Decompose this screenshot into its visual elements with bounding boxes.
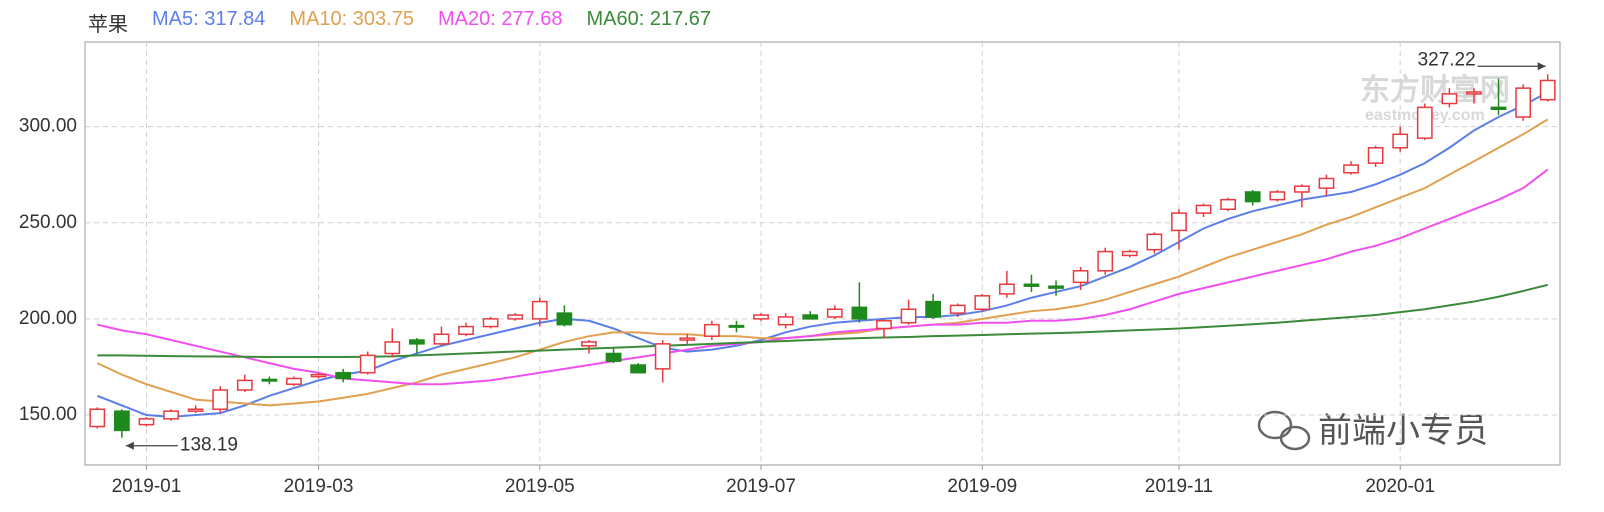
watermark: 前端小专员 — [1318, 412, 1488, 450]
candle-body — [335, 371, 352, 380]
candle-body — [359, 354, 376, 374]
candle-body — [1441, 93, 1458, 105]
x-tick-label: 2019-07 — [726, 476, 796, 497]
legend-item: MA20: 277.68 — [437, 8, 563, 30]
annotation-label: 138.19 — [180, 435, 238, 456]
candle-body — [753, 314, 769, 320]
candle-body — [310, 373, 327, 378]
candle-body — [630, 364, 647, 374]
candle-body — [261, 378, 278, 382]
candle-body — [1195, 204, 1212, 214]
ma-line — [96, 118, 1549, 407]
candle-body — [728, 324, 745, 328]
candle-body — [1121, 250, 1138, 257]
candle-body — [163, 410, 179, 420]
candle-body — [826, 308, 843, 318]
candle-body — [900, 308, 917, 324]
candle-body — [1539, 79, 1556, 101]
candle-body — [1072, 270, 1089, 284]
ma-line — [96, 91, 1549, 418]
candle-body — [113, 410, 130, 432]
annotation-arrowhead — [125, 441, 134, 450]
candle-body — [1293, 185, 1310, 193]
candle-body — [1367, 147, 1384, 164]
legend-item: MA5: 317.84 — [152, 8, 266, 30]
candle-body — [1515, 87, 1532, 118]
wechat-icon — [1257, 410, 1311, 451]
candle-body — [138, 418, 155, 426]
candle-body — [482, 318, 499, 328]
plot-frame — [84, 41, 1561, 466]
x-tick-label: 2019-01 — [112, 476, 182, 497]
y-tick-label: 300.00 — [19, 116, 77, 137]
candle-body — [605, 352, 622, 362]
x-tick-label: 2019-11 — [1145, 476, 1213, 497]
candle-body — [703, 323, 720, 337]
candle-body — [1097, 250, 1114, 272]
y-tick-label: 250.00 — [19, 212, 77, 233]
candle-body — [581, 341, 597, 347]
candle-body — [408, 339, 425, 345]
candle-body — [236, 379, 253, 391]
annotation-arrowhead — [1537, 62, 1546, 71]
candle-body — [802, 314, 819, 320]
candle-body — [1392, 133, 1409, 149]
candle-body — [851, 306, 868, 320]
annotation-label: 327.22 — [1418, 49, 1476, 70]
candle-body — [556, 312, 573, 326]
candle-body — [654, 343, 671, 370]
candle-body — [1466, 91, 1482, 95]
candle-body — [1490, 106, 1507, 111]
candle-body — [1146, 233, 1163, 251]
candle-body — [1023, 283, 1040, 287]
x-tick-label: 2019-03 — [284, 476, 354, 497]
candle-body — [286, 377, 302, 385]
candle-body — [507, 314, 524, 320]
candle-body — [187, 408, 204, 412]
candle-body — [876, 320, 892, 330]
candle-body — [679, 337, 696, 341]
legend-item: MA10: 303.75 — [289, 8, 414, 30]
candle-body — [949, 304, 966, 314]
watermark: 东方财富网 — [1360, 73, 1510, 107]
candle-body — [1244, 191, 1261, 203]
candle-body — [89, 408, 106, 428]
candle-body — [458, 325, 474, 336]
candle-body — [1416, 106, 1433, 139]
candle-body — [433, 333, 450, 345]
candle-body — [1318, 177, 1335, 189]
legend-item: 苹果 — [88, 14, 128, 36]
candle-body — [1220, 198, 1237, 211]
x-tick-label: 2019-05 — [505, 476, 575, 497]
ma-line — [97, 283, 1548, 358]
ma-line — [97, 168, 1549, 386]
candle-body — [212, 389, 229, 410]
candle-body — [1048, 285, 1064, 289]
x-tick-label: 2019-09 — [947, 476, 1017, 497]
legend-item: MA60: 217.67 — [586, 8, 712, 30]
legend: 苹果 MA5: 317.84 MA10: 303.75 MA20: 277.68 MA6… — [88, 8, 711, 37]
candle-body — [998, 283, 1015, 295]
candle-body — [531, 300, 548, 320]
candle-body — [1269, 191, 1286, 201]
candle-body — [1343, 164, 1359, 174]
candle-body — [384, 341, 401, 355]
y-tick-label: 200.00 — [19, 308, 77, 329]
x-tick-label: 2020-01 — [1365, 476, 1435, 497]
candle-body — [925, 300, 942, 318]
candle-body — [974, 295, 991, 311]
candle-body — [1171, 212, 1187, 232]
candle-body — [777, 316, 794, 326]
y-tick-label: 150.00 — [19, 404, 77, 425]
